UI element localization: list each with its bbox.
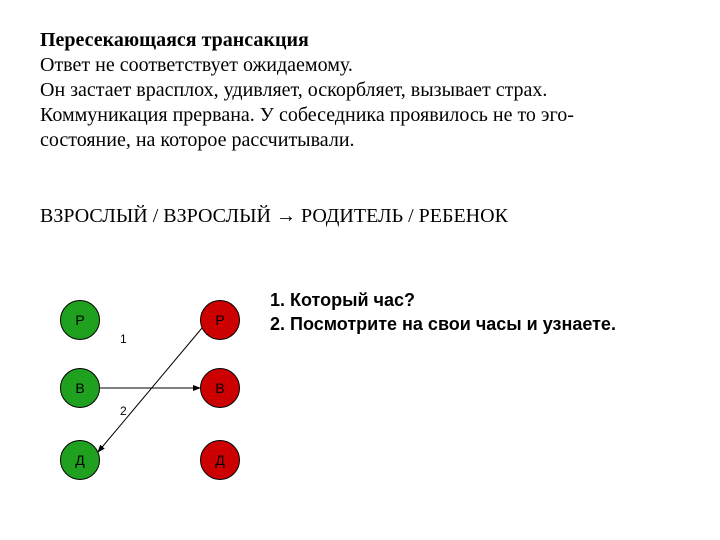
node-d-right: Д	[200, 440, 240, 480]
transaction-diagram: Р Р В В Д Д 1 2	[40, 280, 260, 500]
node-v-right: В	[200, 368, 240, 408]
node-d-left: Д	[60, 440, 100, 480]
dialogue-block: 1. Который час? 2. Посмотрите на свои ча…	[270, 288, 700, 337]
node-label: Д	[215, 452, 224, 468]
node-p-left: Р	[60, 300, 100, 340]
desc-line-3: Коммуникация прервана. У собеседника про…	[40, 104, 574, 126]
node-label: Д	[75, 452, 84, 468]
edge-label-1: 1	[120, 332, 127, 346]
title: Пересекающаяся трансакция	[40, 29, 309, 51]
dialogue-line-2: 2. Посмотрите на свои часы и узнаете.	[270, 312, 700, 336]
node-label: В	[75, 380, 84, 396]
node-label: В	[215, 380, 224, 396]
edge-label-2: 2	[120, 404, 127, 418]
formula-text: ВЗРОСЛЫЙ / ВЗРОСЛЫЙ → РОДИТЕЛЬ / РЕБЕНОК	[40, 205, 508, 228]
node-label: Р	[215, 312, 224, 328]
desc-line-2: Он застает врасплох, удивляет, оскорбляе…	[40, 79, 547, 101]
node-label: Р	[75, 312, 84, 328]
desc-line-1: Ответ не соответствует ожидаемому.	[40, 54, 353, 76]
node-p-right: Р	[200, 300, 240, 340]
desc-line-4: состояние, на которое рассчитывали.	[40, 129, 355, 151]
dialogue-line-1: 1. Который час?	[270, 288, 700, 312]
node-v-left: В	[60, 368, 100, 408]
description-block: Пересекающаяся трансакция Ответ не соотв…	[40, 28, 680, 153]
